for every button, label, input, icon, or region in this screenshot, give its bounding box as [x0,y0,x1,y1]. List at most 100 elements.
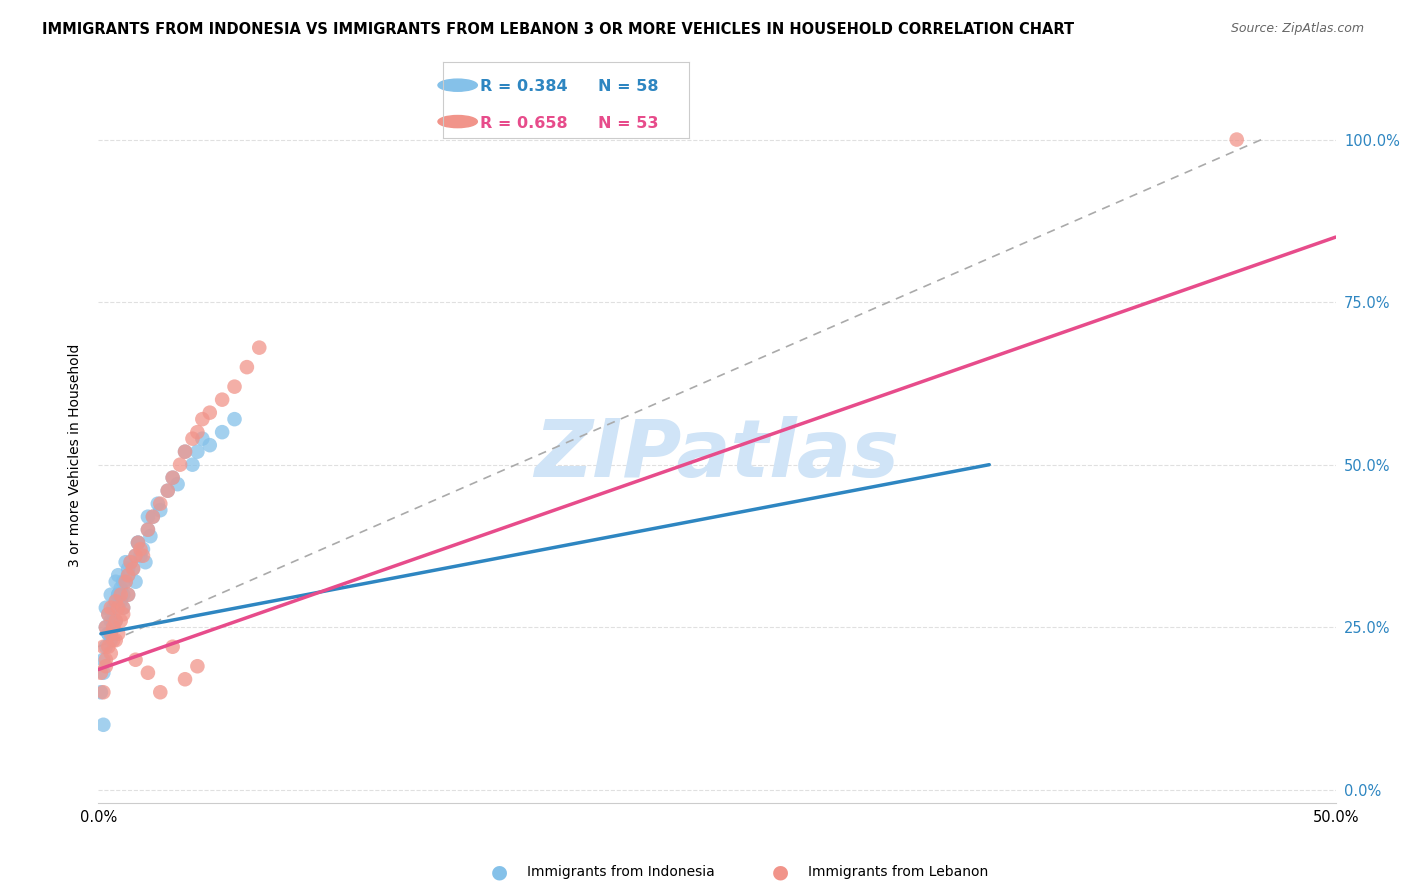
Point [100,588,122,602]
Point [94,600,117,615]
Point [94,653,117,667]
Point [174,444,197,458]
Point [181,432,204,446]
Point [110,614,132,628]
Point [117,568,139,582]
Point [122,562,145,576]
Point [186,659,208,673]
Point [129,549,152,563]
Point [114,555,136,569]
Point [127,535,149,549]
Point [104,594,127,608]
Point [146,497,169,511]
Circle shape [437,79,478,91]
Point [93,665,115,680]
Point [136,509,159,524]
Point [103,633,125,648]
Point [198,406,221,420]
Point [127,535,149,549]
Text: N = 58: N = 58 [598,79,658,95]
Text: ZIPatlas: ZIPatlas [534,416,900,494]
Point [124,653,146,667]
Point [149,685,172,699]
Text: N = 53: N = 53 [598,116,658,130]
Point [100,626,122,640]
Point [124,549,146,563]
Point [114,574,136,589]
Point [247,341,270,355]
Point [124,574,146,589]
Point [191,432,214,446]
Point [112,600,135,615]
Point [104,614,127,628]
Point [174,672,197,686]
Text: Immigrants from Indonesia: Immigrants from Indonesia [527,865,716,880]
Point [117,588,139,602]
Point [117,568,139,582]
Point [94,620,117,634]
Point [93,640,115,654]
Point [97,607,120,622]
Point [110,594,132,608]
Point [149,503,172,517]
Point [93,718,115,732]
Point [139,529,162,543]
Point [97,607,120,622]
Point [162,471,184,485]
Point [142,509,165,524]
Point [224,379,246,393]
Point [156,483,179,498]
Text: R = 0.384: R = 0.384 [479,79,568,95]
Point [181,458,204,472]
Point [162,640,184,654]
Point [117,588,139,602]
Point [107,588,129,602]
Point [120,555,142,569]
Point [127,535,149,549]
Point [103,614,125,628]
Point [107,568,129,582]
Point [149,497,172,511]
Point [236,360,259,375]
Point [103,600,125,615]
Point [142,509,165,524]
Point [112,588,135,602]
Point [94,620,117,634]
Point [166,477,188,491]
Point [186,444,208,458]
Point [107,600,129,615]
Point [114,574,136,589]
Text: ●: ● [491,863,508,882]
Point [100,646,122,660]
Point [100,600,122,615]
Point [134,555,156,569]
Point [122,562,145,576]
Circle shape [437,116,478,128]
Point [110,581,132,595]
Text: Source: ZipAtlas.com: Source: ZipAtlas.com [1230,22,1364,36]
Point [174,444,197,458]
Y-axis label: 3 or more Vehicles in Household: 3 or more Vehicles in Household [69,343,83,566]
Point [136,523,159,537]
Point [104,594,127,608]
Point [198,438,221,452]
Point [136,665,159,680]
Point [224,412,246,426]
Point [129,542,152,557]
Point [94,640,117,654]
Point [100,614,122,628]
Point [103,620,125,634]
Point [136,523,159,537]
Point [156,483,179,498]
Point [162,471,184,485]
Point [97,626,120,640]
Text: Immigrants from Lebanon: Immigrants from Lebanon [808,865,988,880]
Point [112,600,135,615]
Point [104,633,127,648]
Point [112,607,135,622]
Point [107,626,129,640]
Point [169,458,191,472]
Point [94,659,117,673]
Point [211,425,233,439]
Point [117,562,139,576]
